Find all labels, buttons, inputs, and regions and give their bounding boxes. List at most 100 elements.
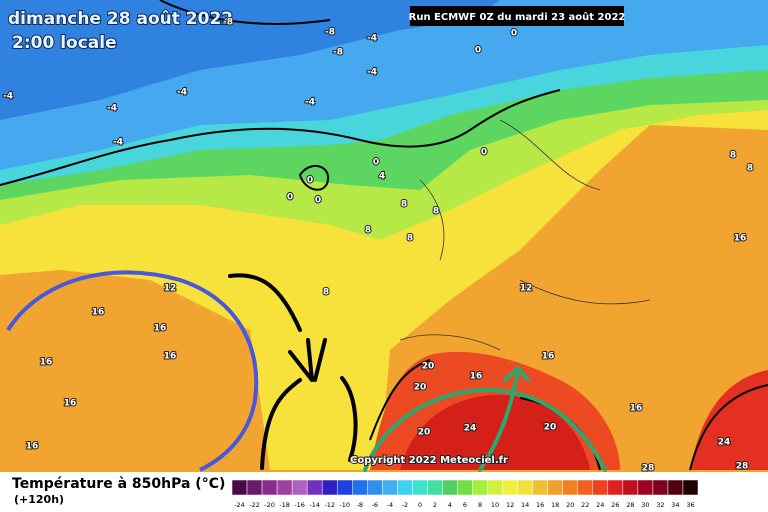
contour-label: 20 (418, 428, 431, 438)
scale-tick-label: -2 (402, 501, 408, 509)
contour-label: -4 (177, 88, 187, 98)
contour-label: 16 (630, 404, 643, 414)
scale-cell (622, 479, 639, 496)
contour-label: 0 (307, 176, 313, 186)
scale-tick-label: 4 (448, 501, 452, 509)
scale-tick-label: 30 (641, 501, 649, 509)
scale-cell (637, 479, 654, 496)
scale-tick-label: 2 (433, 501, 437, 509)
contour-label: 12 (520, 284, 533, 294)
deep-blue-zone (0, 0, 500, 120)
scale-cell (427, 479, 443, 496)
contour-label: 0 (315, 196, 321, 206)
contour-label: 16 (542, 352, 555, 362)
contour-label: 24 (464, 424, 477, 434)
scale-cell (231, 479, 248, 496)
scale-tick-label: -4 (387, 501, 393, 509)
scale-cell (532, 479, 548, 496)
scale-tick-label: -24 (234, 501, 245, 509)
contour-label: -4 (305, 98, 315, 108)
scale-cell (412, 479, 428, 496)
scale-cell (352, 479, 368, 496)
date-title: dimanche 28 août 2022 (8, 9, 233, 29)
contour-label: 0 (511, 29, 517, 39)
scale-cell (246, 479, 263, 496)
contour-line (689, 384, 768, 471)
green-arrows (363, 365, 607, 472)
contour-label: 20 (544, 423, 557, 433)
contour-label: 8 (323, 288, 329, 298)
scale-cell (547, 479, 563, 496)
contour-label: 16 (470, 372, 483, 382)
scale-cell (592, 479, 609, 496)
contour-label: 16 (164, 352, 177, 362)
lead-time: (+120h) (14, 493, 64, 506)
scale-tick-label: 28 (626, 501, 634, 509)
scale-tick-label: 6 (463, 501, 467, 509)
scale-cell (472, 479, 488, 496)
scale-cell (306, 479, 323, 496)
contour-label: 28 (736, 462, 749, 472)
scale-tick-label: 26 (611, 501, 619, 509)
contour-label: -4 (367, 34, 377, 44)
scale-cell (276, 479, 293, 496)
scale-tick-label: -18 (279, 501, 290, 509)
scale-cell (321, 479, 338, 496)
contour-label: 8 (730, 151, 736, 161)
scale-tick-label: -22 (249, 501, 260, 509)
warm-zone-east (690, 370, 768, 470)
contour-line (298, 165, 330, 191)
color-scale: -24 -22 -20 -18 -16 -14 -12 -10 -8 -6 -4 -2 0 2 4 6 8 10 1… (231, 479, 699, 509)
scale-tick-label: 18 (551, 501, 559, 509)
contour-label: 8 (401, 200, 407, 210)
scale-cell (682, 479, 699, 496)
contour-label: 16 (26, 442, 39, 452)
contour-label: -8 (333, 48, 343, 58)
scale-tick-label: 8 (478, 501, 482, 509)
scale-tick-label: -16 (294, 501, 305, 509)
scale-cell (397, 479, 413, 496)
scale-cell (382, 479, 398, 496)
scale-cell (261, 479, 278, 496)
scale-cell (487, 479, 503, 496)
contour-label: -4 (107, 104, 117, 114)
scale-tick-label: 24 (596, 501, 604, 509)
contour-label: -4 (367, 68, 377, 78)
contour-label: 0 (287, 193, 293, 203)
scale-cell (607, 479, 624, 496)
scale-tick-label: 22 (581, 501, 589, 509)
contour-label: 20 (422, 362, 435, 372)
scale-cell (502, 479, 518, 496)
scale-tick-label: -14 (309, 501, 320, 509)
scale-cell (517, 479, 533, 496)
scale-tick-label: 36 (686, 501, 694, 509)
scale-cell (442, 479, 458, 496)
hot-zone (400, 394, 590, 470)
copyright: Copyright 2022 Meteociel.fr (350, 455, 508, 466)
contour-line (0, 89, 561, 186)
scale-tick-label: 0 (418, 501, 422, 509)
scale-cell (367, 479, 383, 496)
scale-cell (562, 479, 578, 496)
scale-tick-label: 10 (491, 501, 499, 509)
scale-tick-label: -8 (357, 501, 363, 509)
contour-label: 8 (407, 234, 413, 244)
contour-label: 4 (379, 172, 385, 182)
contour-label: 16 (64, 399, 77, 409)
contour-label: 20 (414, 383, 427, 393)
scale-cell (652, 479, 669, 496)
scale-tick-label: -10 (339, 501, 350, 509)
scale-cell (336, 479, 353, 496)
contour-label: 12 (164, 284, 177, 294)
scale-tick-label: 12 (506, 501, 514, 509)
contour-label: -4 (3, 92, 13, 102)
contour-label: 0 (481, 148, 487, 158)
scale-tick-label: -20 (264, 501, 275, 509)
contour-label: -8 (325, 28, 335, 38)
contour-label: 16 (92, 308, 105, 318)
contour-label: 16 (154, 324, 167, 334)
contour-label: 8 (433, 207, 439, 217)
coastline (399, 119, 651, 351)
contour-label: -8 (223, 18, 233, 28)
